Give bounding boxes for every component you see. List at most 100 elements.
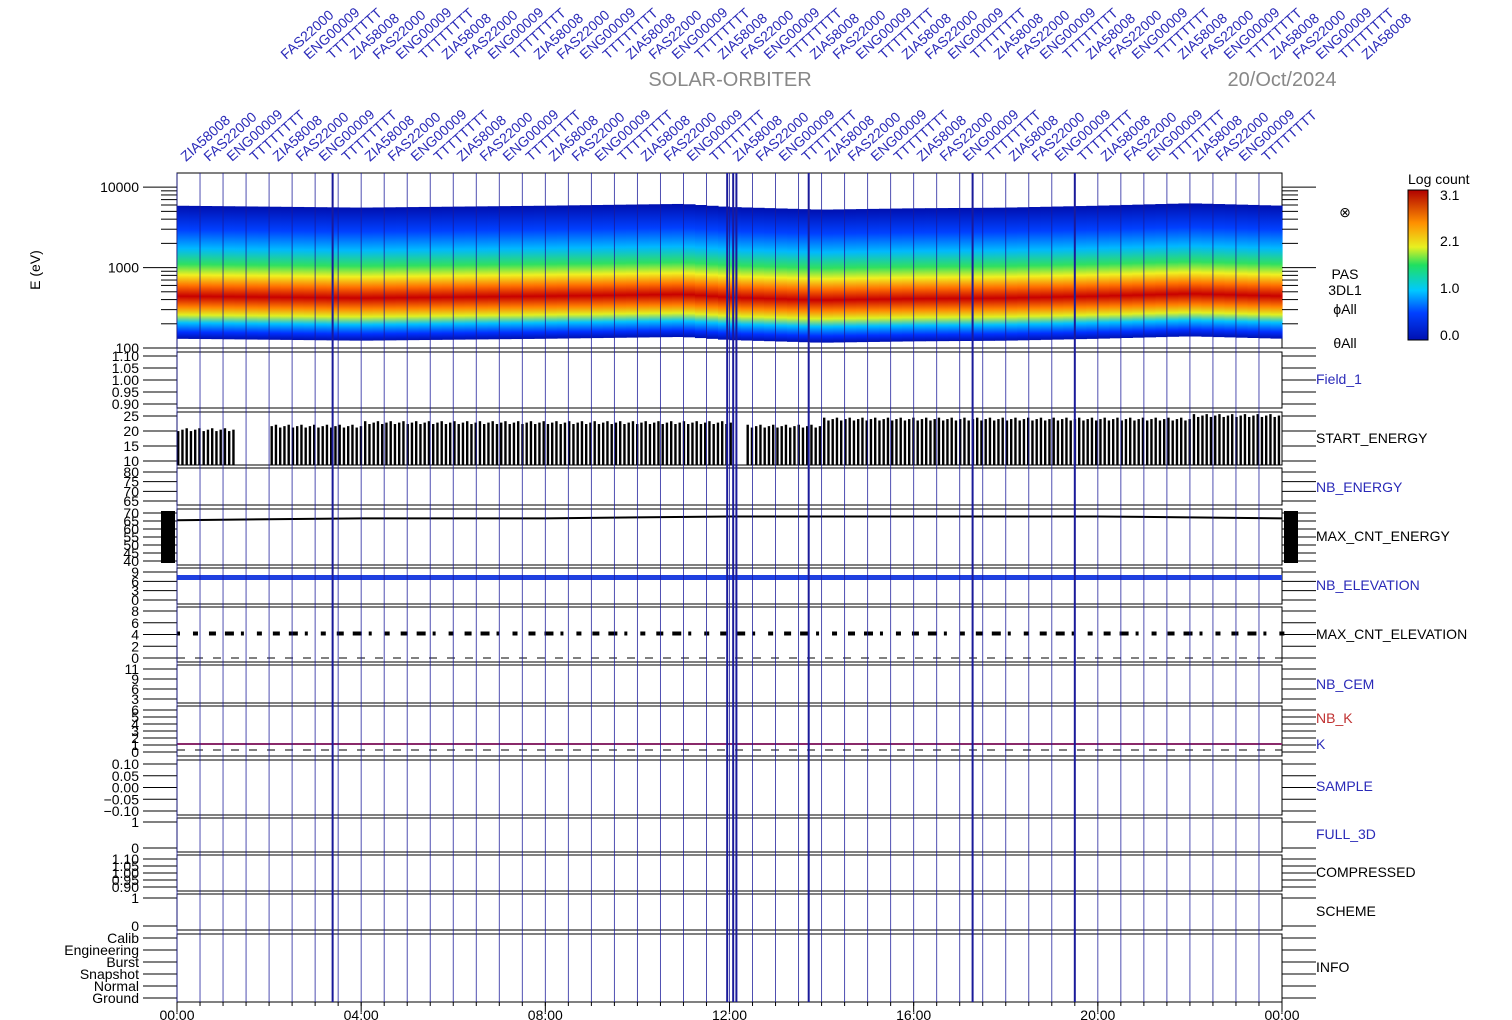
start-energy-bar: [976, 417, 979, 465]
y-tick-label: 15: [123, 438, 139, 454]
start-energy-bar: [402, 421, 405, 465]
spectrogram-column: [1097, 205, 1110, 339]
start-energy-bar: [882, 419, 885, 465]
spectrogram-column: [591, 205, 604, 339]
y-tick-label: 5: [131, 709, 139, 725]
spectrogram-column: [1270, 205, 1283, 339]
spectrogram-column: [867, 208, 880, 342]
spectrogram-column: [556, 205, 569, 339]
y-tick-label: 60: [123, 521, 139, 537]
y-tick-label: 1: [131, 814, 139, 830]
start-energy-bar: [406, 424, 409, 465]
start-energy-bar: [597, 424, 601, 465]
start-energy-bar: [606, 421, 609, 465]
max-cnt-elevation-point: [1055, 631, 1065, 636]
max-cnt-elevation-point: [1007, 631, 1011, 636]
start-energy-bar: [1146, 420, 1149, 465]
spectrogram-column: [717, 206, 731, 340]
start-energy-bar: [279, 427, 282, 465]
start-energy-bar: [219, 429, 222, 465]
start-energy-bar: [342, 427, 346, 465]
start-energy-bar: [410, 422, 414, 465]
spectrogram-column: [487, 206, 500, 340]
start-energy-bar: [1061, 419, 1064, 465]
spectrogram-column: [1235, 204, 1249, 338]
start-energy-bar: [908, 419, 911, 465]
start-energy-bar: [678, 422, 681, 465]
start-energy-bar: [585, 424, 588, 465]
start-energy-bar: [801, 427, 805, 465]
max-cnt-elevation-point: [352, 631, 362, 636]
start-energy-bar: [963, 417, 966, 465]
start-energy-bar: [334, 426, 337, 465]
start-energy-bar: [440, 421, 443, 465]
y-tick-label: 10: [123, 453, 139, 469]
max-cnt-elevation-point: [368, 631, 372, 636]
date-title: 20/Oct/2024: [1228, 69, 1337, 91]
spectrogram-column: [925, 208, 938, 342]
spectrogram-column: [372, 207, 385, 341]
start-energy-bar: [729, 422, 732, 465]
start-energy-bar: [1226, 415, 1230, 465]
spectrogram-column: [706, 205, 719, 339]
start-energy-bar: [1137, 419, 1140, 465]
spectrogram-column: [787, 208, 800, 342]
start-energy-bar: [993, 420, 996, 465]
y-tick-label: 9: [131, 671, 139, 687]
max-cnt-elevation-point: [576, 631, 582, 636]
start-energy-bar: [432, 424, 435, 465]
spectrogram-column: [361, 207, 374, 341]
start-energy-bar: [1133, 420, 1136, 465]
start-energy-bar: [283, 426, 286, 465]
y-tick-label: −0.05: [104, 791, 140, 807]
max-cnt-elevation-point: [496, 631, 500, 636]
x-tick-label: 00:00: [159, 1007, 194, 1020]
start-energy-bar: [1129, 417, 1132, 465]
y-tick-label: 1000: [108, 260, 139, 276]
spectrogram-column: [982, 207, 995, 341]
start-energy-label: START_ENERGY: [1316, 430, 1428, 446]
start-energy-bar: [1116, 417, 1119, 465]
housekeeping-panels: 1.101.051.000.950.90Field_125201510START…: [64, 348, 1467, 1006]
start-energy-bar: [529, 421, 533, 465]
start-energy-bar: [1005, 420, 1009, 465]
full-3d-label: FULL_3D: [1316, 826, 1376, 842]
max-cnt-elevation-point: [240, 631, 244, 636]
y-tick-label: 1: [131, 890, 139, 906]
spectrogram-column: [902, 208, 915, 342]
start-energy-bar: [1056, 420, 1060, 465]
start-energy-bar: [538, 422, 541, 465]
spectrogram-column: [568, 205, 581, 339]
max-cnt-elevation-point: [879, 631, 883, 636]
start-energy-bar: [1260, 416, 1264, 465]
spectrogram-column: [971, 207, 984, 341]
max-cnt-elevation-point: [975, 631, 983, 636]
start-energy-bar: [572, 424, 575, 465]
start-energy-bar: [784, 424, 788, 465]
spectrogram-column: [810, 209, 823, 343]
start-energy-bar: [551, 422, 554, 465]
start-energy-bar: [1248, 416, 1251, 465]
spectrogram-column: [453, 206, 466, 340]
info-label: INFO: [1316, 959, 1350, 975]
start-energy-bar: [300, 424, 303, 465]
x-axis: 00:00 04:00 08:00 12:00 16:00 20:00 00:00: [159, 1002, 1300, 1020]
start-energy-bar: [721, 421, 724, 465]
max-cnt-elevation-point: [736, 631, 746, 636]
max-cnt-elevation-point: [768, 631, 774, 636]
start-energy-bar: [1163, 419, 1166, 465]
y-tick-label: Ground: [92, 990, 139, 1006]
spectrogram-column: [1201, 203, 1214, 337]
y-tick-label: 0.95: [112, 384, 139, 400]
spectrogram-column: [833, 209, 846, 343]
start-energy-bar: [1120, 420, 1123, 465]
start-energy-bar: [483, 424, 486, 465]
command-label-group: ZIA58008FAS22000FAS22000ENG00009ENG00009…: [177, 4, 1414, 164]
start-energy-bar: [491, 421, 494, 465]
start-energy-bar: [1209, 416, 1213, 465]
start-energy-bar: [487, 422, 490, 465]
start-energy-bar: [1277, 415, 1281, 465]
spectrogram-column: [798, 209, 811, 343]
start-energy-bar: [274, 424, 278, 465]
spectrogram-column: [994, 207, 1007, 341]
